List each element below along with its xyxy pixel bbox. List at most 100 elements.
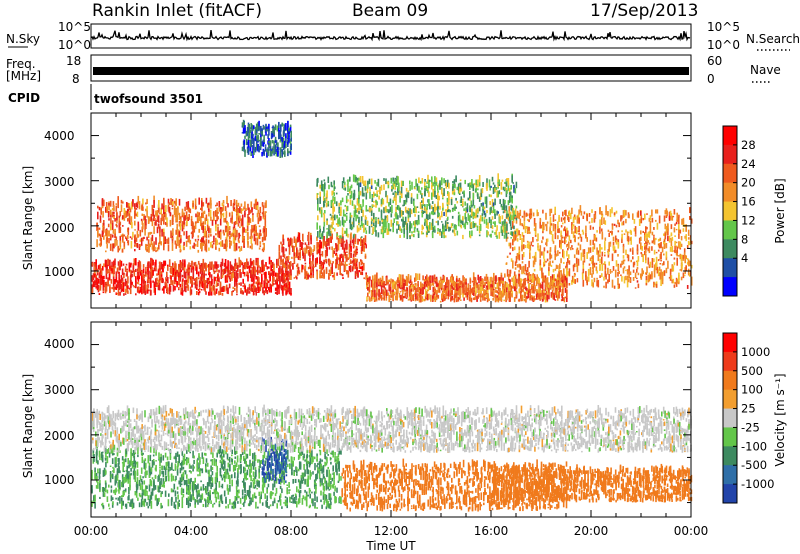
scatter-cell [112,229,115,234]
scatter-cell [174,286,176,291]
scatter-cell [137,234,140,238]
scatter-cell [321,262,324,266]
scatter-cell [157,282,160,291]
scatter-cell [116,292,119,295]
scatter-cell [651,240,654,244]
scatter-cell [556,288,559,295]
scatter-cell [326,220,328,226]
scatter-cell [362,223,364,228]
scatter-cell [168,207,171,213]
scatter-cell [174,281,176,285]
scatter-cell [685,255,687,260]
scatter-cell [438,212,440,217]
scatter-cell [363,246,365,249]
scatter-cell [490,288,492,296]
scatter-cell [451,296,453,301]
scatter-cell [375,221,377,228]
scatter-cell [202,225,205,234]
scatter-cell [470,297,473,301]
scatter-cell [113,260,115,267]
scatter-cell [99,234,102,241]
scatter-cell [302,256,305,259]
scatter-cell [571,207,573,214]
scatter-cell [107,258,109,265]
scatter-cell [202,222,205,225]
scatter-cell [448,286,450,292]
scatter-cell [345,212,348,215]
scatter-cell [390,213,393,218]
scatter-cell [257,217,260,225]
scatter-cell [394,186,396,190]
scatter-cell [512,239,514,246]
scatter-cell [165,205,167,213]
scatter-cell [223,233,225,236]
scatter-cell [304,253,306,256]
scatter-cell [252,215,254,222]
scatter-cell [222,269,225,276]
scatter-cell [215,224,217,232]
scatter-cell [204,243,206,248]
scatter-cell [119,259,121,267]
scatter-cell [360,266,362,270]
scatter-cell [111,223,114,230]
scatter-cell [220,212,222,219]
scatter-cell [427,187,429,190]
scatter-cell [204,228,206,236]
scatter-cell [296,276,298,280]
scatter-cell [518,214,521,220]
scatter-cell [233,199,236,204]
scatter-cell [457,183,460,191]
scatter-cell [349,216,352,224]
scatter-cell [347,179,349,185]
scatter-cell [483,293,485,301]
scatter-cell [479,299,482,302]
scatter-cell [227,260,229,266]
scatter-cell [333,180,335,185]
scatter-cell [255,229,257,236]
scatter-cell [156,284,158,287]
scatter-cell [194,198,197,205]
scatter-cell [230,233,232,238]
scatter-cell [146,249,148,252]
scatter-cell [605,211,607,216]
scatter-cell [465,207,467,213]
scatter-cell [544,296,547,303]
scatter-cell [208,279,210,283]
scatter-cell [578,225,580,233]
scatter-cell [364,227,367,231]
scatter-cell [537,297,539,300]
scatter-cell [565,265,567,269]
scatter-cell [111,220,114,225]
scatter-cell [532,245,534,247]
scatter-cell [661,274,664,281]
scatter-cell [429,214,431,220]
scatter-cell [141,226,144,233]
scatter-cell [400,274,402,282]
scatter-cell [388,223,390,232]
scatter-cell [515,228,518,232]
scatter-cell [417,284,419,286]
scatter-cell [118,274,120,279]
scatter-cell [629,248,632,252]
scatter-cell [371,198,374,202]
scatter-cell [549,223,552,228]
scatter-cell [194,221,197,230]
scatter-cell [416,230,419,232]
scatter-cell [448,281,450,286]
scatter-cell [419,291,421,298]
scatter-cell [175,263,177,272]
scatter-cell [448,226,450,232]
scatter-cell [645,249,647,253]
scatter-cell [409,288,412,297]
scatter-cell [518,264,521,268]
scatter-cell [103,226,105,233]
scatter-cell [310,247,312,255]
scatter-cell [490,287,492,292]
scatter-cell [424,207,426,211]
scatter-cell [500,290,503,298]
scatter-cell [597,253,600,262]
scatter-cell [238,246,240,249]
scatter-cell [387,292,389,296]
scatter-cell [202,264,205,272]
scatter-cell [98,272,101,278]
